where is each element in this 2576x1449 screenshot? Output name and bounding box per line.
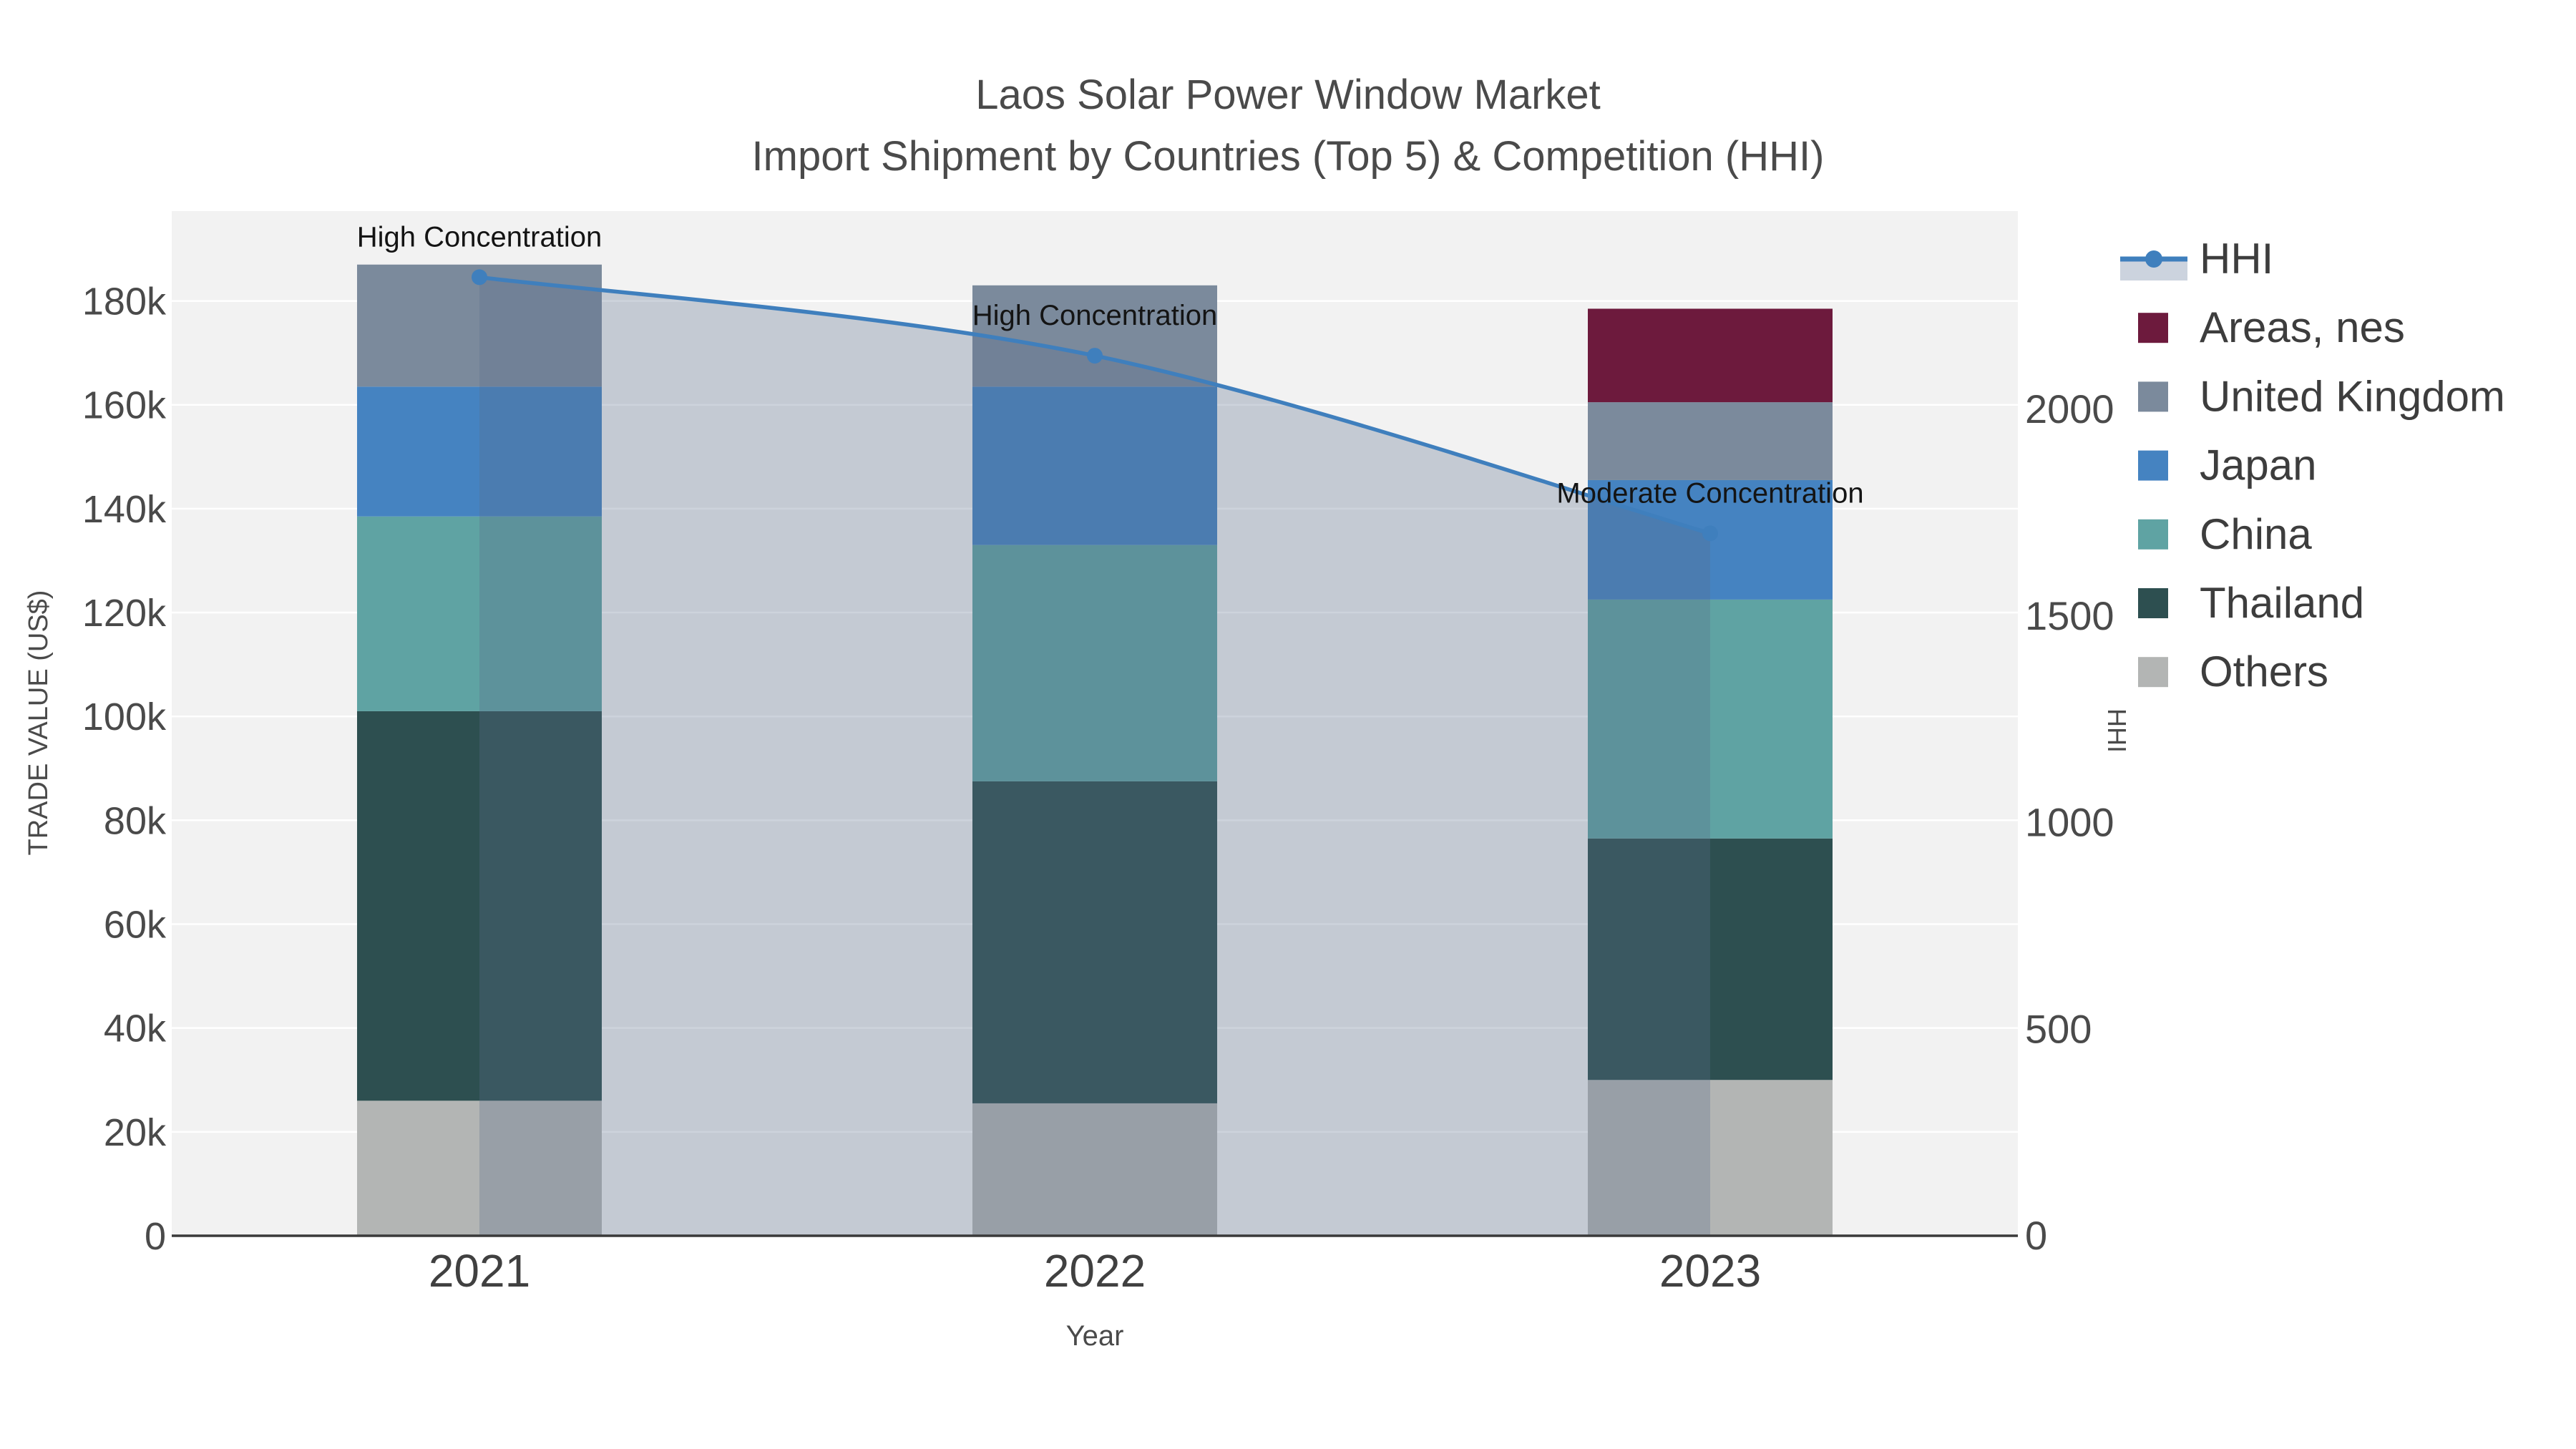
y-right-tick-label: 1500: [2025, 593, 2114, 638]
y-right-tick-label: 1000: [2025, 800, 2114, 845]
y-right-tick-label: 2000: [2025, 386, 2114, 431]
bar-segment-2022-others: [972, 1103, 1217, 1236]
y-right-tick-label: 500: [2025, 1006, 2092, 1051]
legend-swatch: [2138, 450, 2168, 481]
legend-label: Thailand: [2200, 579, 2364, 627]
y-right-axis-title: HHI: [2102, 708, 2132, 753]
bar-segment-2023-thailand: [1588, 838, 1833, 1080]
annotation-high-concentration: High Concentration: [357, 221, 602, 253]
bar-segment-2023-areas-nes: [1588, 308, 1833, 403]
legend-item-thailand[interactable]: Thailand: [2138, 579, 2364, 627]
legend-item-areas-nes[interactable]: Areas, nes: [2138, 303, 2405, 351]
x-tick-label-2023: 2023: [1659, 1245, 1761, 1297]
legend-item-others[interactable]: Others: [2138, 648, 2328, 696]
legend-label: Others: [2200, 648, 2328, 696]
legend-swatch: [2138, 519, 2168, 550]
legend-swatch: [2138, 381, 2168, 412]
legend-label: Areas, nes: [2200, 303, 2405, 351]
bar-segment-2022-thailand: [972, 781, 1217, 1103]
chart-title-line-1: Laos Solar Power Window Market: [975, 72, 1601, 118]
y-left-tick-label: 40k: [104, 1008, 167, 1050]
bar-segment-2022-united-kingdom: [972, 285, 1217, 387]
bar-segment-2023-united-kingdom: [1588, 402, 1833, 480]
y-left-tick-label: 20k: [104, 1111, 167, 1154]
bar-segment-2021-china: [357, 516, 602, 711]
y-left-tick-label: 160k: [82, 384, 167, 427]
legend-hhi-marker: [2145, 250, 2162, 268]
y-right-tick-labels: 0 500 1000 1500 2000: [2025, 386, 2114, 1258]
bar-segment-2023-china: [1588, 599, 1833, 839]
y-left-axis-title: TRADE VALUE (US$): [24, 590, 54, 856]
y-left-tick-label: 180k: [82, 280, 167, 323]
legend-swatch: [2138, 657, 2168, 688]
bar-segment-2023-others: [1588, 1080, 1833, 1236]
legend-swatch: [2138, 313, 2168, 343]
legend-label: United Kingdom: [2200, 372, 2505, 420]
y-right-tick-label: 0: [2025, 1213, 2047, 1258]
hhi-marker-2021: [472, 269, 487, 286]
hhi-marker-2023: [1702, 525, 1718, 542]
bar-segment-2022-japan: [972, 386, 1217, 545]
annotation-high-concentration: High Concentration: [972, 300, 1217, 331]
annotation-moderate-concentration: Moderate Concentration: [1556, 477, 1863, 509]
legend-label: Japan: [2200, 441, 2316, 489]
y-left-tick-label: 60k: [104, 904, 167, 947]
legend-label: HHI: [2200, 235, 2273, 283]
legend-swatch: [2138, 588, 2168, 618]
bar-segment-2021-thailand: [357, 711, 602, 1101]
legend-item-hhi[interactable]: HHI: [2120, 235, 2273, 283]
x-axis-title: Year: [1066, 1320, 1124, 1352]
bar-segment-2021-japan: [357, 386, 602, 517]
chart-title-line-2: Import Shipment by Countries (Top 5) & C…: [752, 133, 1825, 180]
bar-segment-2022-china: [972, 545, 1217, 781]
hhi-area-fill: [479, 277, 1710, 1236]
y-left-tick-label: 80k: [104, 799, 167, 842]
y-left-tick-label: 0: [145, 1215, 166, 1258]
legend-item-japan[interactable]: Japan: [2138, 441, 2316, 489]
x-tick-label-2021: 2021: [429, 1245, 530, 1297]
x-tick-label-2022: 2022: [1044, 1245, 1146, 1297]
bar-segment-2021-others: [357, 1101, 602, 1236]
y-left-tick-label: 100k: [82, 696, 167, 738]
hhi-marker-2022: [1087, 348, 1103, 364]
legend-label: China: [2200, 510, 2312, 558]
y-left-tick-label: 140k: [82, 488, 167, 531]
legend-item-united-kingdom[interactable]: United Kingdom: [2138, 372, 2505, 420]
legend-item-china[interactable]: China: [2138, 510, 2312, 558]
y-left-tick-label: 120k: [82, 592, 167, 635]
